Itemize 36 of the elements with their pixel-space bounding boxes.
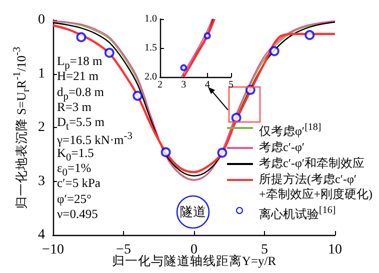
x-tick-label: 10 (328, 242, 342, 258)
annotation: L$_{p}$=18 m (57, 54, 102, 72)
y-tick-label: 1 (38, 66, 45, 82)
annotation: K$_{0}$=1.5 (57, 146, 94, 164)
x-tick-label: 3 (181, 80, 186, 90)
point (217, 148, 228, 158)
point (76, 32, 86, 42)
annotation: γ=16.5 kN·m$^{-3}$ (57, 130, 132, 148)
legend-label: 离心机试验$^{[16]}$ (259, 204, 336, 222)
legend-label: 考虑c′-φ′和牵制效应 (259, 156, 364, 171)
point (269, 46, 280, 56)
y-tick-label: 1.0 (144, 14, 157, 24)
x-tick-label: 4 (204, 80, 210, 90)
legend-label: 所提方法(考虑c′-φ′+牵制效应+刚度硬化) (259, 172, 373, 202)
y-tick-label: 1.5 (144, 42, 157, 54)
annotation: D$_{t}$=5.5 m (57, 115, 104, 133)
annotation: ν=0.495 (57, 207, 98, 222)
point (304, 30, 315, 40)
y-tick-label: 2 (38, 120, 45, 135)
point (231, 112, 242, 123)
annotation: c′=5 kPa (57, 176, 100, 192)
y-tick-label: 0 (38, 12, 45, 28)
point (160, 147, 171, 158)
y-tick-label: 3 (38, 174, 45, 189)
annotation: φ′=25° (57, 192, 92, 207)
point (132, 90, 143, 101)
annotation: 隧道 (180, 203, 206, 221)
y-tick-label: 2.0 (144, 72, 157, 82)
annotation: ε$_{0}$=1% (57, 161, 92, 179)
y-tick-label: 4 (38, 228, 45, 242)
x-tick-label: 5 (261, 242, 268, 258)
legend-label: 考虑c′-φ′ (259, 140, 304, 155)
x-tick-label: −10 (42, 242, 64, 258)
legend-label: 仅考虑φ′$^{[18]}$ (259, 121, 322, 139)
annotation: d$_{p}$=0.8 m (57, 84, 104, 102)
point (104, 48, 114, 58)
